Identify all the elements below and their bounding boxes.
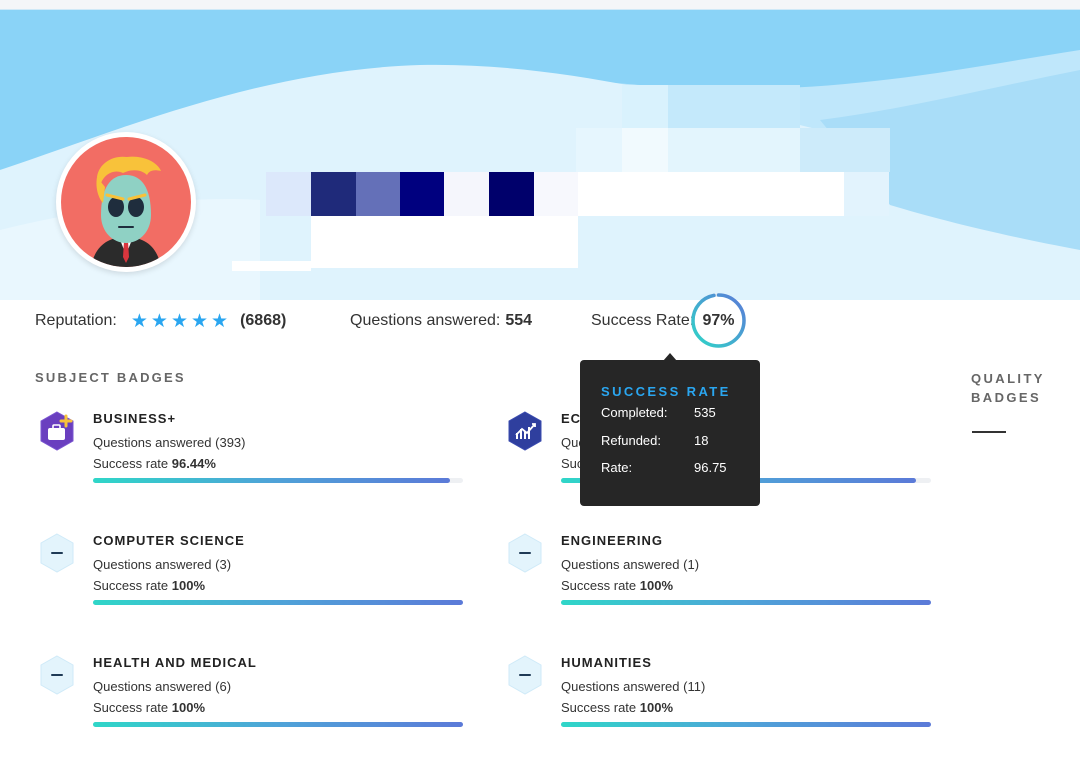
redacted-block: [622, 85, 668, 130]
badge-name: HEALTH AND MEDICAL: [93, 655, 257, 670]
redacted-block: [844, 172, 889, 216]
badge-progress-fill: [561, 722, 931, 727]
tooltip-arrow: [663, 353, 677, 361]
reputation-label: Reputation:: [35, 312, 117, 329]
star-icon: ★: [190, 310, 209, 332]
tooltip-rate-value: 96.75: [694, 460, 727, 475]
badge-name: ENGINEERING: [561, 533, 664, 548]
subject-badges-title: SUBJECT BADGES: [35, 370, 186, 385]
badge-progress-fill: [93, 600, 463, 605]
redacted-block: [232, 261, 311, 271]
redacted-block: [668, 128, 800, 172]
avatar[interactable]: [56, 132, 196, 272]
badge-questions-answered: Questions answered (6): [93, 679, 232, 694]
reputation-count: (6868): [240, 312, 287, 329]
quality-badges-empty-dash: [972, 431, 1006, 433]
badge-questions-answered: Questions answered (393): [93, 435, 246, 450]
redacted-block: [444, 172, 489, 216]
reputation-stars: ★ ★ ★ ★ ★: [131, 312, 228, 331]
badge-name: COMPUTER SCIENCE: [93, 533, 245, 548]
redacted-block: [400, 172, 444, 216]
minus-hexagon-icon: [40, 533, 74, 573]
redacted-block: [489, 172, 534, 216]
questions-answered-stat: Questions answered: 554: [350, 308, 532, 334]
tooltip-completed-value: 535: [694, 405, 716, 420]
badge-progress-fill: [561, 600, 931, 605]
questions-answered-label: Questions answered:: [350, 312, 501, 329]
business-plus-icon: [40, 411, 74, 451]
badge-questions-answered: Questions answered (11): [561, 679, 706, 694]
star-icon: ★: [211, 310, 229, 332]
badge-success-rate: Success rate 100%: [561, 578, 674, 593]
redacted-block: [356, 172, 400, 216]
star-icon: ★: [130, 310, 148, 332]
badge-success-rate: Success rate 100%: [93, 700, 206, 715]
badge-progress-track: [561, 722, 931, 727]
redacted-block: [668, 85, 800, 130]
redacted-block: [578, 172, 844, 216]
tooltip-refunded-label: Refunded:: [601, 433, 661, 448]
success-rate-tooltip: SUCCESS RATE Completed: 535 Refunded: 18…: [580, 360, 760, 506]
success-rate-value: 97%: [702, 311, 735, 329]
star-icon: ★: [170, 310, 188, 332]
redacted-block: [576, 128, 622, 172]
success-rate-arc: [691, 293, 746, 348]
quality-badges-title: QUALITY BADGES: [971, 371, 1045, 405]
badge-success-rate: Success rate 100%: [93, 578, 206, 593]
redacted-block: [266, 172, 311, 216]
redacted-block: [800, 128, 890, 172]
badge-success-rate: Success rate 96.44%: [93, 456, 216, 471]
redacted-block: [622, 128, 668, 172]
reputation-stat: Reputation: ★ ★ ★ ★ ★ (6868): [35, 308, 286, 334]
minus-hexagon-icon: [508, 655, 542, 695]
badge-success-rate: Success rate 100%: [561, 700, 674, 715]
badge-questions-answered: Questions answered (1): [561, 557, 700, 572]
questions-answered-value: 554: [505, 312, 533, 329]
redacted-block: [311, 172, 356, 216]
badge-name: HUMANITIES: [561, 655, 652, 670]
alien-avatar-icon: [61, 137, 191, 267]
badge-questions-answered: Questions answered (3): [93, 557, 232, 572]
tooltip-completed-label: Completed:: [601, 405, 668, 420]
minus-hexagon-icon: [40, 655, 74, 695]
badge-progress-fill: [93, 478, 450, 483]
minus-hexagon-icon: [508, 533, 542, 573]
top-edge: [0, 0, 1080, 10]
badge-progress-track: [93, 722, 463, 727]
economics-chart-icon: [508, 411, 542, 451]
success-rate-stat[interactable]: Success Rate:: [591, 308, 694, 334]
tooltip-rate-label: Rate:: [601, 460, 633, 475]
tooltip-title: SUCCESS RATE: [601, 384, 731, 399]
success-rate-ring[interactable]: [690, 292, 747, 349]
star-icon: ★: [150, 310, 168, 332]
badge-progress-track: [93, 478, 463, 483]
redacted-block: [311, 216, 578, 268]
badge-progress-track: [561, 600, 931, 605]
badge-name: BUSINESS+: [93, 411, 177, 426]
tooltip-refunded-value: 18: [694, 433, 709, 448]
badge-progress-fill: [93, 722, 463, 727]
badge-progress-track: [93, 600, 463, 605]
success-rate-label: Success Rate:: [591, 312, 695, 329]
redacted-block: [534, 172, 578, 216]
